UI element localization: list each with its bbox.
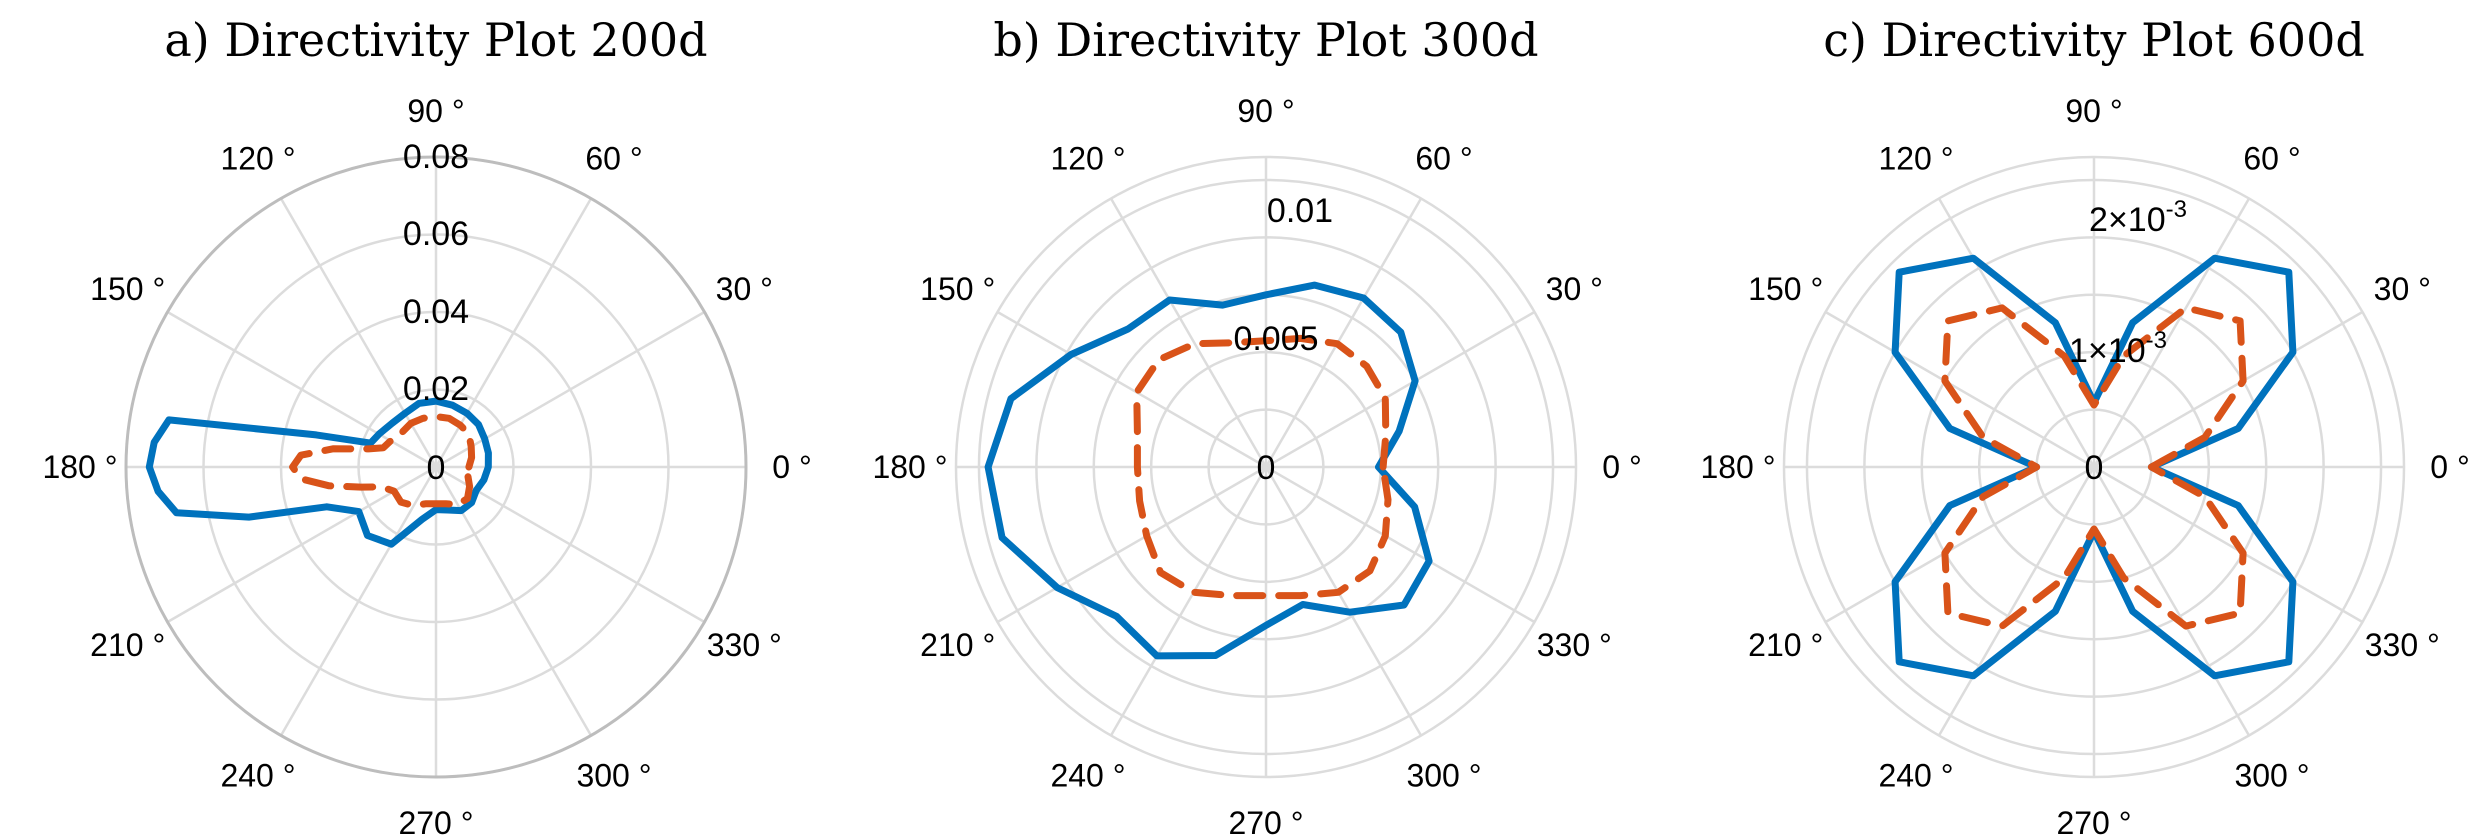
polar-plot-a: a) Directivity Plot 200d 0 ° 30 ° 60 ° 90 °… [42,13,811,839]
series-layer [984,281,1433,660]
outer-ring [124,155,748,779]
angle-label: 0 ° [772,449,811,485]
angle-label: 270 ° [2056,805,2131,839]
series-layer [1891,254,2297,680]
grid-spoke [1937,466,2096,737]
series-dashed-line [1133,334,1392,600]
plot-title: a) Directivity Plot 200d [164,13,707,67]
grid-spoke [1109,466,1268,737]
angle-label: 120 ° [220,141,295,177]
grid-circle [1863,236,2325,698]
angle-label: 90 ° [407,93,464,129]
angle-label: 210 ° [90,627,165,663]
angle-label: 240 ° [1050,757,1125,793]
radial-tick-label: 1×10-3 [2069,327,2167,370]
radial-tick-label: 0.06 [403,215,469,253]
series-solid-line [145,397,492,548]
grid-circle [1920,293,2268,641]
series-dashed-line [289,413,476,510]
angle-label: 180 ° [42,449,117,485]
grid-spoke [2092,466,2251,737]
grid-spoke [1264,466,1423,737]
radial-tick-label: 0.005 [1233,320,1318,358]
grid-circle [1207,408,1325,526]
angle-label: 120 ° [1878,141,1953,177]
angle-label: 150 ° [920,271,995,307]
grid-spoke [996,465,1267,624]
radial-tick-label: 2×10-3 [2089,196,2187,239]
outer-ring [954,155,1578,779]
plot-title: c) Directivity Plot 600d [1823,13,2365,67]
angle-label: 150 ° [1748,271,1823,307]
angle-label: 30 ° [1546,271,1603,307]
grid-circle [1977,350,2211,584]
grid-circle [202,233,670,701]
series-solid-line [984,281,1433,660]
radial-tick-label: 0.01 [1267,192,1333,230]
grid-circle [357,388,515,546]
series-dashed-line [1941,304,2247,630]
grid-circle [977,178,1555,756]
radial-tick-label: 0.08 [403,138,469,176]
angle-label: 300 ° [2234,757,2309,793]
angle-label: 30 ° [2374,271,2431,307]
angle-label: 60 ° [585,141,642,177]
grid-circle [279,310,593,624]
angle-label: 30 ° [716,271,773,307]
grid-spoke [996,310,1267,469]
angle-label: 150 ° [90,271,165,307]
angle-label: 210 ° [920,627,995,663]
angle-label: 90 ° [2065,93,2122,129]
grid-circle [1805,178,2383,756]
angle-label: 120 ° [1050,141,1125,177]
grid-spoke [1824,310,2095,469]
grid-spoke [1824,465,2095,624]
angle-label: 60 ° [2243,141,2300,177]
grid-spoke [1265,465,1536,624]
grid-spoke [2093,465,2364,624]
angle-label: 300 ° [1406,757,1481,793]
outer-ring [1782,155,2406,779]
grid-spoke [1937,197,2096,468]
grid-circle [1035,236,1497,698]
angle-label: 330 ° [707,627,782,663]
polar-plot-b: b) Directivity Plot 300d 0 ° 30 ° 60 ° 90 °… [872,13,1641,839]
angle-label: 180 ° [872,449,947,485]
angle-label: 0 ° [2430,449,2469,485]
polar-plot-c: c) Directivity Plot 600d 0 ° 30 ° 60 ° 90 °… [1700,13,2469,839]
angle-label: 240 ° [220,757,295,793]
label-layer: 0 ° 30 ° 60 ° 90 ° 120 ° 150 ° 180 ° 210 ° 240 °… [872,93,1641,839]
radial-tick-label: 0 [427,449,446,487]
series-layer [145,397,492,548]
radial-tick-label: 0.04 [403,293,469,331]
grid-spoke [1109,197,1268,468]
radial-tick-label: 0 [1257,449,1276,487]
grid-spoke [2092,197,2251,468]
angle-label: 300 ° [576,757,651,793]
radial-tick-label: 0 [2085,449,2104,487]
grid-spoke [2093,310,2364,469]
angle-label: 90 ° [1237,93,1294,129]
grid-spoke [1264,197,1423,468]
plot-title: b) Directivity Plot 300d [993,13,1538,67]
angle-label: 210 ° [1748,627,1823,663]
angle-label: 330 ° [1537,627,1612,663]
angle-label: 270 ° [398,805,473,839]
radial-tick-label: 0.02 [403,370,469,408]
label-layer: 0 ° 30 ° 60 ° 90 ° 120 ° 150 ° 180 ° 210 ° 240 °… [42,93,811,839]
angle-label: 180 ° [1700,449,1775,485]
grid-spoke [1265,310,1536,469]
angle-label: 270 ° [1228,805,1303,839]
angle-label: 0 ° [1602,449,1641,485]
angle-label: 330 ° [2365,627,2440,663]
angle-label: 60 ° [1415,141,1472,177]
angle-label: 240 ° [1878,757,1953,793]
label-layer: 0 ° 30 ° 60 ° 90 ° 120 ° 150 ° 180 ° 210 ° 240 °… [1700,93,2469,839]
